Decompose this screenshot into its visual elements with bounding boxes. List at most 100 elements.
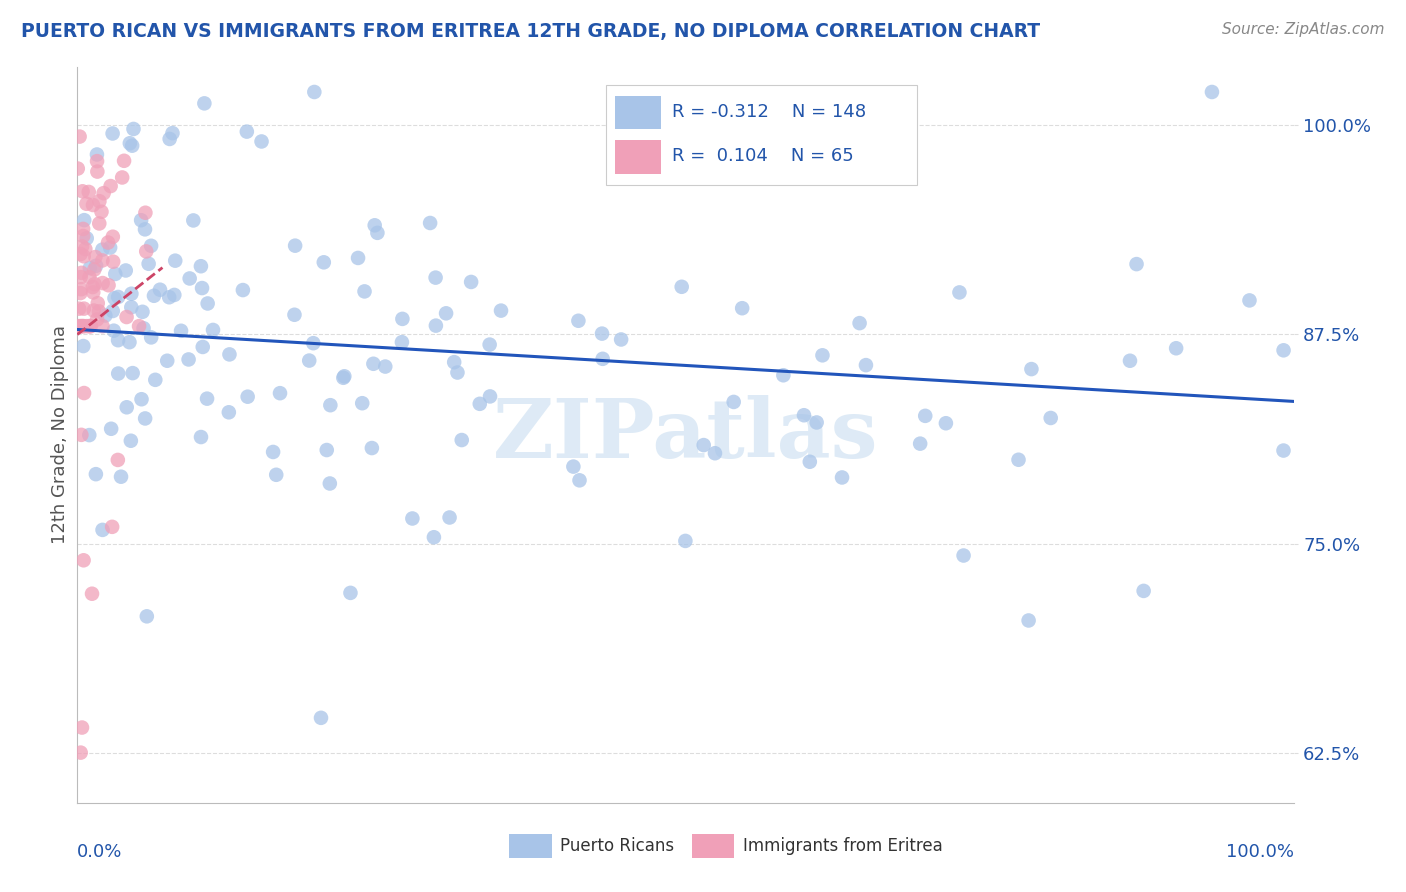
Point <box>159 132 181 146</box>
Point <box>319 476 342 491</box>
Point <box>434 306 457 320</box>
Point <box>831 470 853 484</box>
Point <box>468 397 491 411</box>
Point <box>1021 362 1043 376</box>
Point <box>82 285 104 300</box>
FancyBboxPatch shape <box>614 140 661 174</box>
Point <box>131 305 153 319</box>
Point <box>72 339 94 353</box>
Point <box>772 368 794 383</box>
Point <box>460 275 482 289</box>
Point <box>79 319 101 334</box>
Point <box>236 125 259 139</box>
Point <box>122 122 145 136</box>
Point <box>72 222 94 236</box>
Point <box>76 231 98 245</box>
Point <box>298 353 321 368</box>
Point <box>90 204 112 219</box>
Point <box>115 310 138 324</box>
Point <box>704 446 727 460</box>
Point <box>1272 443 1295 458</box>
Point <box>218 405 240 419</box>
Point <box>91 253 114 268</box>
Text: 0.0%: 0.0% <box>77 843 122 862</box>
Point <box>1239 293 1261 308</box>
Point <box>112 153 135 168</box>
Point <box>1201 85 1223 99</box>
Point <box>1166 341 1188 355</box>
Point <box>70 319 93 334</box>
Point <box>84 259 107 273</box>
Point <box>446 366 468 380</box>
Point <box>107 453 129 467</box>
Point <box>135 244 157 259</box>
Text: Immigrants from Eritrea: Immigrants from Eritrea <box>742 838 942 855</box>
Point <box>283 308 305 322</box>
Point <box>489 303 512 318</box>
Point <box>87 296 110 310</box>
Point <box>799 455 821 469</box>
Point <box>250 135 273 149</box>
Point <box>72 229 94 244</box>
Point <box>202 323 225 337</box>
Point <box>319 398 342 412</box>
FancyBboxPatch shape <box>509 834 551 858</box>
Point <box>264 467 287 482</box>
Point <box>110 469 132 483</box>
Point <box>73 249 96 263</box>
Point <box>591 326 613 341</box>
Point <box>75 196 97 211</box>
Point <box>1272 343 1295 358</box>
Point <box>79 260 101 275</box>
Point <box>107 367 129 381</box>
Point <box>177 352 200 367</box>
Point <box>72 184 94 198</box>
Point <box>94 309 117 323</box>
Point <box>73 301 96 316</box>
Point <box>138 257 160 271</box>
Point <box>673 533 696 548</box>
FancyBboxPatch shape <box>692 834 734 858</box>
Point <box>935 416 957 430</box>
Point <box>353 285 375 299</box>
Point <box>366 226 388 240</box>
Point <box>69 129 91 144</box>
Point <box>811 348 834 362</box>
Point <box>72 553 94 567</box>
Point <box>79 428 101 442</box>
Point <box>197 296 219 310</box>
Point <box>163 288 186 302</box>
FancyBboxPatch shape <box>614 96 661 129</box>
Point <box>70 427 93 442</box>
Point <box>69 270 91 285</box>
Y-axis label: 12th Grade, No Diploma: 12th Grade, No Diploma <box>51 326 69 544</box>
Point <box>76 319 98 334</box>
Point <box>443 355 465 369</box>
Point <box>69 247 91 261</box>
Point <box>129 213 152 227</box>
Point <box>72 319 94 334</box>
Point <box>91 276 114 290</box>
Point <box>908 436 931 450</box>
Point <box>723 395 745 409</box>
Point <box>135 609 157 624</box>
Point <box>423 530 446 544</box>
Point <box>111 170 134 185</box>
Point <box>731 301 754 316</box>
Point <box>120 434 142 448</box>
Point <box>86 164 108 178</box>
Point <box>793 409 815 423</box>
Point <box>97 235 120 250</box>
Point <box>97 278 120 293</box>
Point <box>304 85 326 99</box>
Point <box>79 270 101 285</box>
Point <box>1119 353 1142 368</box>
Point <box>162 126 184 140</box>
Point <box>190 430 212 444</box>
Point <box>592 351 614 366</box>
Point <box>91 319 114 334</box>
Point <box>73 386 96 401</box>
Point <box>191 281 214 295</box>
Point <box>671 280 693 294</box>
Text: PUERTO RICAN VS IMMIGRANTS FROM ERITREA 12TH GRADE, NO DIPLOMA CORRELATION CHART: PUERTO RICAN VS IMMIGRANTS FROM ERITREA … <box>21 22 1040 41</box>
